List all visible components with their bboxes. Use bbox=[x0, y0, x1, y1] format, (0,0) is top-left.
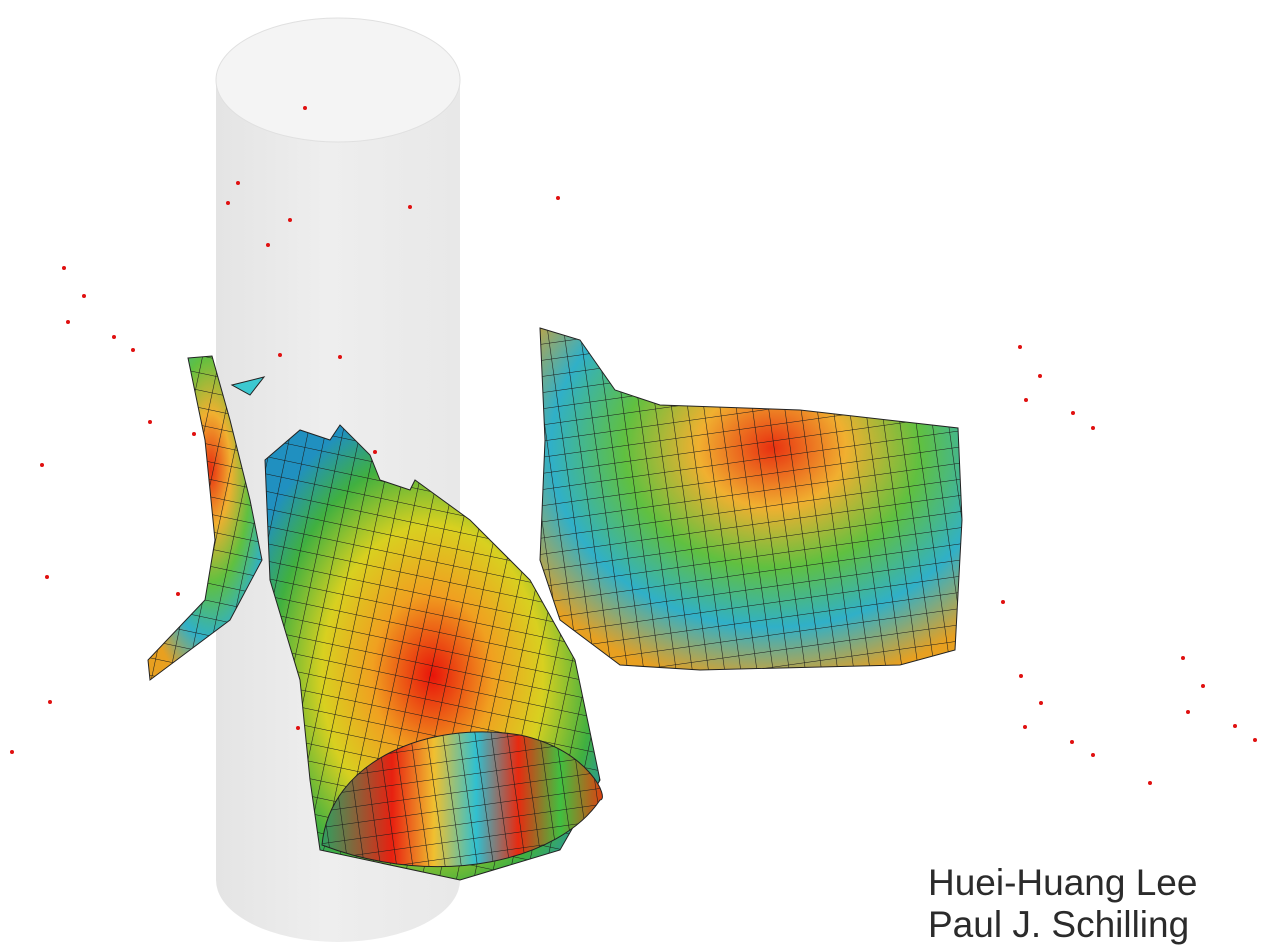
author-name: Huei-Huang Lee bbox=[928, 862, 1198, 903]
author-name: Paul J. Schilling bbox=[928, 904, 1190, 945]
